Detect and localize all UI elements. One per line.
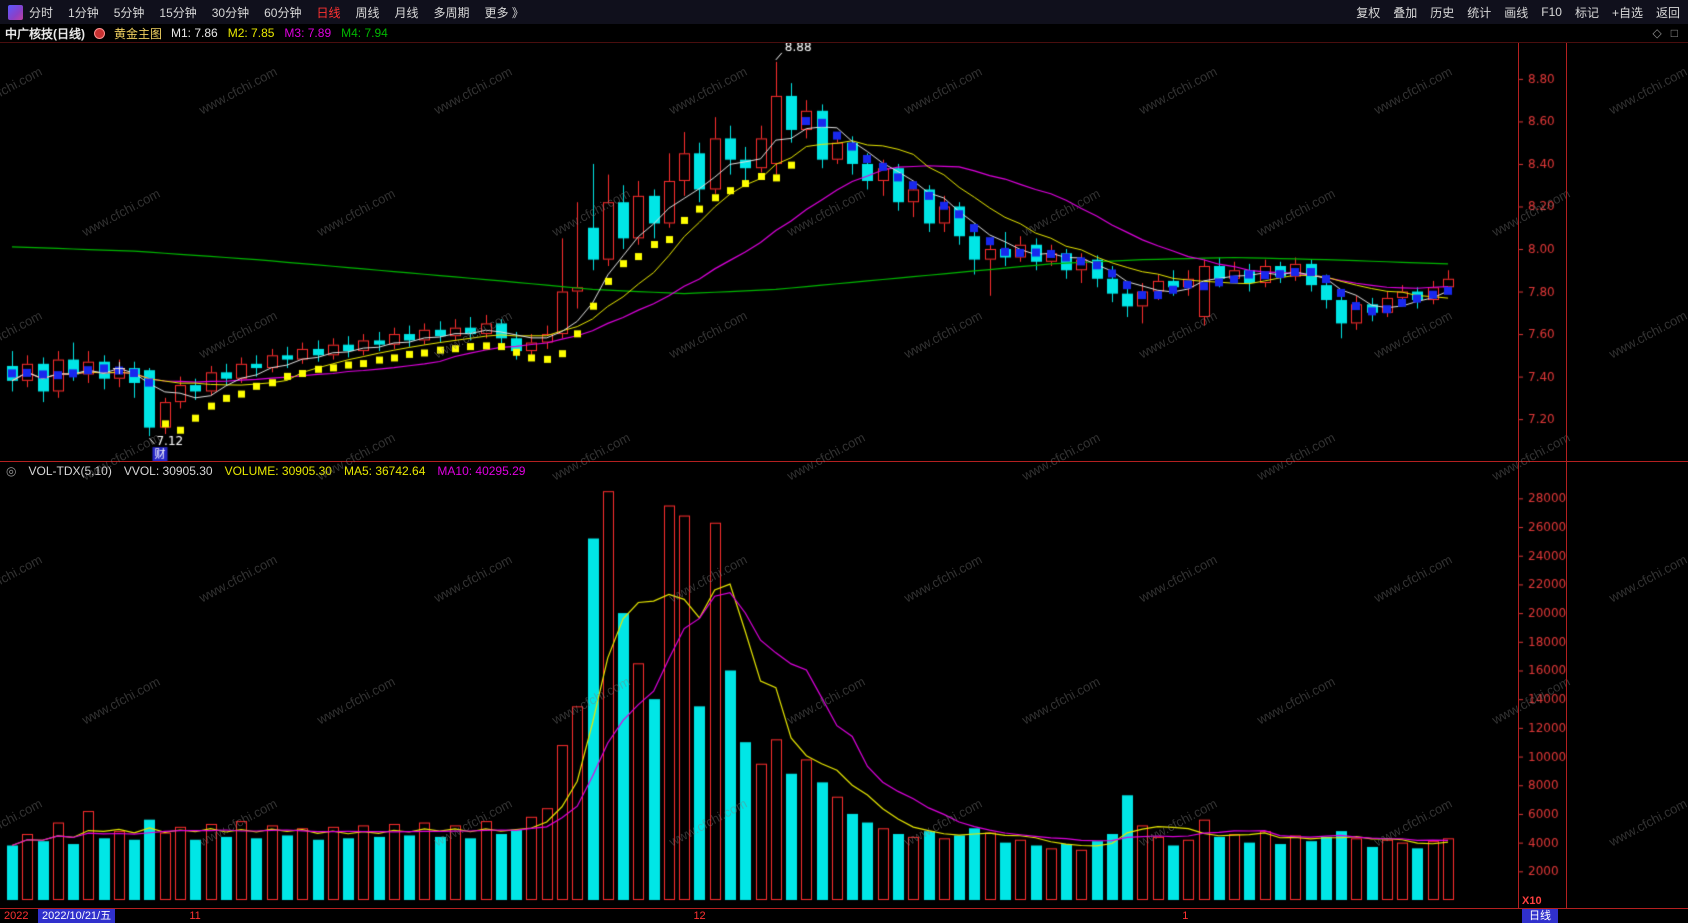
period-tab-6[interactable]: 日线 bbox=[316, 5, 341, 20]
month-marker-12: 12 bbox=[693, 910, 706, 922]
volume-pane-header: ◎ VOL-TDX(5,10) VVOL: 30905.30 VOLUME: 3… bbox=[0, 461, 1688, 480]
top-toolbar: 分时 1分钟 5分钟 15分钟 30分钟 60分钟 日线 周线 月线 多周期 更多 》 复权 叠加 历史… bbox=[0, 0, 1688, 24]
volume-chart-canvas[interactable] bbox=[0, 480, 1688, 908]
candlestick-chart-canvas[interactable] bbox=[0, 43, 1688, 461]
chart-title-bar: 中广核技(日线) 黄金主图 M1: 7.86 M2: 7.85 M3: 7.89 M4… bbox=[0, 24, 1688, 43]
diamond-icon[interactable]: ◇ bbox=[1652, 26, 1662, 40]
tool-button-6[interactable]: 标记 bbox=[1574, 5, 1599, 20]
ma10-value: MA10: 40295.29 bbox=[437, 464, 526, 478]
tool-button-4[interactable]: 画线 bbox=[1504, 5, 1529, 20]
main-indicator-name[interactable]: 黄金主图 bbox=[114, 26, 163, 41]
tool-button-5[interactable]: F10 bbox=[1541, 5, 1562, 19]
volume-indicator-name[interactable]: VOL-TDX(5,10) bbox=[28, 464, 112, 478]
period-tab-5[interactable]: 60分钟 bbox=[264, 5, 302, 20]
axis-frame-line-right bbox=[1566, 43, 1567, 908]
ma-label-3: M4: 7.94 bbox=[341, 26, 388, 40]
vvol-value: VVOL: 30905.30 bbox=[123, 464, 213, 478]
tool-button-8[interactable]: 返回 bbox=[1655, 5, 1680, 20]
volume-multiplier-label: X10 bbox=[1522, 895, 1542, 907]
tool-button-0[interactable]: 复权 bbox=[1356, 5, 1381, 20]
tool-button-3[interactable]: 统计 bbox=[1467, 5, 1492, 20]
indicator-circle-icon[interactable]: ◎ bbox=[6, 464, 17, 478]
indicator-dot-icon[interactable] bbox=[94, 27, 105, 39]
period-tab-group: 分时 1分钟 5分钟 15分钟 30分钟 60分钟 日线 周线 月线 多周期 更多 》 bbox=[29, 4, 524, 21]
main-chart-pane bbox=[0, 43, 1688, 461]
axis-frame-line-left bbox=[1518, 43, 1519, 908]
panel-icon[interactable]: □ bbox=[1670, 26, 1678, 40]
date-axis-bar: 2022 2022/10/21/五 11 12 1 日线 bbox=[0, 908, 1688, 923]
selected-date-badge: 2022/10/21/五 bbox=[38, 909, 116, 923]
period-tab-4[interactable]: 30分钟 bbox=[211, 5, 250, 20]
period-tab-1[interactable]: 1分钟 bbox=[68, 5, 99, 20]
volume-value: VOLUME: 30905.30 bbox=[224, 464, 332, 478]
period-tab-8[interactable]: 月线 bbox=[394, 5, 419, 20]
ma5-value: MA5: 36742.64 bbox=[343, 464, 426, 478]
month-marker-1: 1 bbox=[1182, 910, 1189, 922]
ma-label-2: M3: 7.89 bbox=[284, 26, 332, 40]
period-tab-9[interactable]: 多周期 bbox=[433, 5, 470, 20]
ma-label-0: M1: 7.86 bbox=[171, 26, 218, 40]
period-tab-3[interactable]: 15分钟 bbox=[159, 5, 197, 20]
period-tab-10[interactable]: 更多 》 bbox=[484, 5, 524, 20]
period-tab-0[interactable]: 分时 bbox=[29, 5, 54, 20]
period-badge[interactable]: 日线 bbox=[1522, 909, 1558, 923]
app-icon[interactable] bbox=[8, 4, 23, 20]
stock-symbol-label: 中广核技(日线) bbox=[5, 26, 85, 41]
tool-button-group: 复权 叠加 历史 统计 画线 F10 标记 +自选 返回 bbox=[1356, 4, 1680, 21]
period-tab-2[interactable]: 5分钟 bbox=[113, 5, 145, 20]
volume-chart-pane: X10 bbox=[0, 480, 1688, 908]
tool-button-7[interactable]: +自选 bbox=[1611, 5, 1643, 20]
year-label: 2022 bbox=[4, 910, 29, 922]
tool-button-2[interactable]: 历史 bbox=[1430, 5, 1455, 20]
ma-value-group: M1: 7.86 M2: 7.85 M3: 7.89 M4: 7.94 bbox=[171, 26, 388, 40]
month-marker-11: 11 bbox=[189, 910, 201, 922]
ma-label-1: M2: 7.85 bbox=[227, 26, 275, 40]
period-tab-7[interactable]: 周线 bbox=[355, 5, 380, 20]
tool-button-1[interactable]: 叠加 bbox=[1393, 5, 1418, 20]
title-right-icons: ◇ □ bbox=[1653, 24, 1678, 42]
